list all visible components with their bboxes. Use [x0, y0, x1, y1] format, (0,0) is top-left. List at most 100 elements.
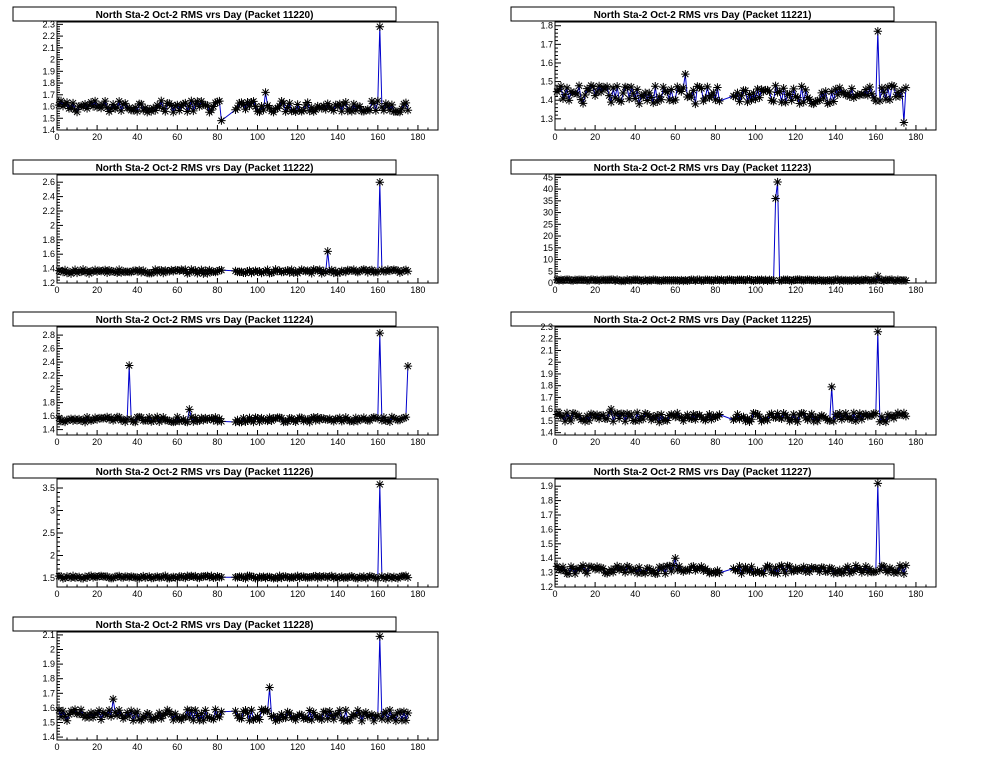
- y-tick-label: 2.1: [42, 630, 55, 640]
- data-point: [399, 413, 409, 423]
- x-tick-label: 160: [370, 437, 385, 447]
- data-point: [592, 410, 602, 419]
- data-point: [98, 100, 108, 110]
- data-point: [568, 89, 578, 98]
- data-point: [895, 92, 905, 101]
- data-point: [554, 564, 564, 574]
- y-tick-label: 1.5: [42, 113, 55, 123]
- data-point: [76, 101, 86, 111]
- data-point: [715, 410, 724, 419]
- x-tick-label: 180: [908, 437, 923, 447]
- data-point: [92, 710, 102, 719]
- y-tick-label: 2: [50, 645, 55, 655]
- data-point: [68, 708, 78, 717]
- y-tick-label: 1.5: [42, 717, 55, 727]
- data-point: [118, 100, 128, 109]
- chart-panel-3: North Sta-2 Oct-2 RMS vrs Day (Packet 11…: [12, 159, 439, 295]
- data-point: [361, 415, 371, 424]
- x-tick-label: 140: [330, 437, 345, 447]
- data-point: [847, 415, 856, 424]
- chart-panel-6: North Sta-2 Oct-2 RMS vrs Day (Packet 11…: [510, 311, 937, 447]
- data-point: [104, 706, 114, 715]
- data-point: [62, 572, 72, 581]
- data-point: [213, 267, 222, 276]
- x-tick-label: 80: [710, 589, 720, 599]
- x-tick-label: 140: [828, 589, 843, 599]
- data-point: [74, 709, 84, 719]
- data-point: [645, 564, 654, 573]
- data-point: [661, 415, 670, 424]
- data-point: [143, 572, 152, 582]
- data-point: [807, 563, 816, 572]
- data-point: [365, 711, 375, 720]
- data-point: [137, 99, 146, 109]
- data-point: [641, 569, 650, 578]
- data-point: [819, 563, 828, 573]
- x-tick-label: 140: [330, 132, 345, 142]
- data-point: [86, 416, 96, 425]
- y-tick-label: 1.6: [540, 58, 553, 68]
- data-point: [269, 712, 278, 721]
- data-point: [321, 267, 330, 277]
- title-box: [510, 311, 895, 327]
- data-point: [80, 417, 90, 427]
- data-point: [663, 87, 672, 97]
- data-point: [881, 417, 891, 427]
- data-point: [183, 107, 192, 116]
- data-point: [877, 412, 887, 421]
- data-point: [287, 106, 296, 116]
- x-tick-label: 20: [92, 437, 102, 447]
- data-point: [131, 417, 140, 427]
- x-tick-label: 140: [330, 589, 345, 599]
- data-point: [653, 410, 662, 420]
- data-point: [641, 409, 650, 418]
- data-point: [683, 410, 692, 420]
- data-point: [197, 97, 206, 106]
- data-point: [245, 101, 254, 111]
- data-point: [371, 106, 381, 115]
- data-point: [98, 266, 108, 275]
- data-point: [403, 708, 413, 718]
- data-point: [108, 100, 118, 109]
- data-point: [237, 267, 246, 276]
- data-point: [327, 711, 336, 720]
- data-point: [241, 706, 250, 715]
- series-line: [556, 331, 907, 424]
- data-point: [151, 265, 160, 274]
- x-tick-label: 0: [552, 437, 557, 447]
- data-point: [655, 92, 664, 101]
- data-point: [564, 413, 574, 423]
- data-point: [871, 409, 881, 418]
- data-point: [715, 568, 724, 578]
- data-point: [598, 410, 608, 420]
- data-point: [745, 90, 754, 99]
- data-point: [339, 416, 348, 425]
- data-point: [175, 416, 184, 426]
- data-point: [70, 705, 80, 714]
- data-point: [289, 416, 298, 425]
- data-point: [795, 564, 804, 574]
- x-tick-label: 140: [828, 285, 843, 295]
- data-point: [395, 572, 405, 582]
- data-point: [361, 573, 371, 583]
- y-tick-label: 20: [543, 231, 553, 241]
- y-tick-label: 2.1: [540, 345, 553, 355]
- data-point: [823, 567, 832, 576]
- data-point: [729, 91, 738, 101]
- data-point: [131, 103, 140, 112]
- data-point: [141, 573, 150, 582]
- data-point: [821, 87, 830, 96]
- data-point: [829, 276, 838, 285]
- data-point: [665, 95, 674, 105]
- data-point: [653, 569, 662, 578]
- y-tick-label: 1.9: [42, 66, 55, 76]
- data-point: [283, 103, 292, 112]
- x-tick-label: 120: [290, 132, 305, 142]
- y-tick-label: 1.6: [42, 102, 55, 112]
- data-point: [315, 265, 324, 274]
- data-point: [627, 409, 636, 419]
- chart-panel-2: North Sta-2 Oct-2 RMS vrs Day (Packet 11…: [510, 6, 937, 142]
- data-point: [307, 103, 316, 112]
- data-point: [833, 90, 842, 99]
- data-point: [775, 562, 784, 571]
